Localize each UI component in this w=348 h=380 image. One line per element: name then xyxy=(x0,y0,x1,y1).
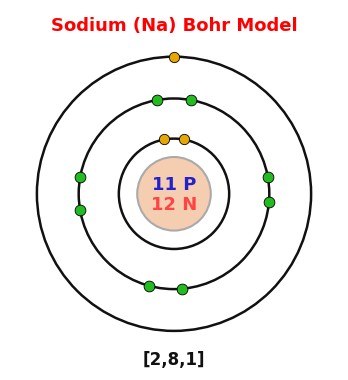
Point xyxy=(77,174,83,180)
Point xyxy=(77,207,83,214)
Text: 11 P: 11 P xyxy=(152,176,196,193)
Point xyxy=(161,136,167,142)
Point xyxy=(265,174,271,180)
Point xyxy=(180,286,185,292)
Point xyxy=(171,54,177,60)
Point xyxy=(266,199,272,205)
Circle shape xyxy=(137,157,211,231)
Text: 12 N: 12 N xyxy=(151,196,197,214)
Point xyxy=(188,97,193,103)
Point xyxy=(155,97,160,103)
Text: Sodium (Na) Bohr Model: Sodium (Na) Bohr Model xyxy=(51,17,297,35)
Point xyxy=(147,283,152,289)
Point xyxy=(181,136,187,142)
Text: [2,8,1]: [2,8,1] xyxy=(143,351,205,369)
